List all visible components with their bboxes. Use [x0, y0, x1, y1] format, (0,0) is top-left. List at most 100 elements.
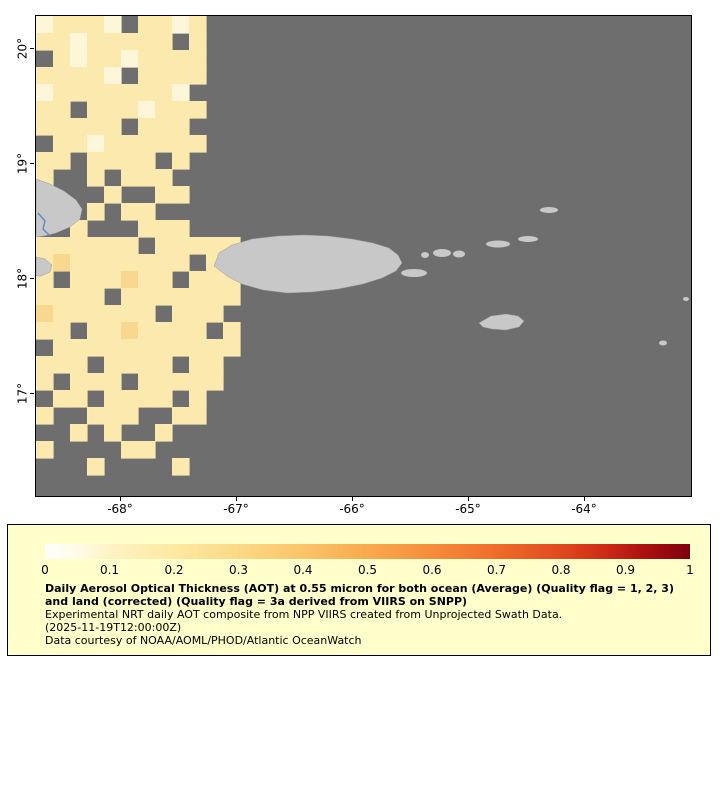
aot-data-cell — [121, 135, 139, 153]
colorbar-gradient — [45, 544, 690, 559]
aot-data-cell — [155, 84, 173, 102]
colorbar-tick-label: 0 — [41, 563, 49, 577]
aot-data-cell — [155, 390, 173, 408]
aot-data-cell — [172, 118, 190, 136]
aot-data-cell — [87, 118, 105, 136]
aot-data-cell — [53, 101, 71, 119]
aot-data-cell — [70, 424, 88, 442]
aot-data-cell — [206, 288, 224, 306]
island-speck-southeast — [659, 340, 667, 346]
aot-data-cell — [138, 203, 156, 221]
aot-data-cell — [87, 67, 105, 85]
aot-data-cell — [138, 271, 156, 289]
aot-data-cell — [155, 135, 173, 153]
aot-data-cell — [138, 152, 156, 170]
aot-data-cell — [206, 305, 224, 323]
aot-data-cell — [121, 203, 139, 221]
aot-data-cell — [138, 118, 156, 136]
aot-data-cell — [189, 322, 207, 340]
aot-data-cell — [121, 288, 139, 306]
aot-data-cell — [155, 16, 173, 34]
aot-data-cell — [36, 67, 54, 85]
aot-data-cell — [70, 271, 88, 289]
aot-data-cell — [206, 271, 224, 289]
aot-data-cell — [121, 390, 139, 408]
aot-data-cell — [121, 169, 139, 187]
colorbar-tick-label: 0.1 — [99, 563, 120, 577]
aot-data-cell — [121, 101, 139, 119]
aot-data-cell — [172, 186, 190, 204]
aot-data-cell — [138, 135, 156, 153]
aot-data-cell — [53, 16, 71, 34]
aot-data-cell — [104, 33, 122, 51]
lon-tick-mark — [236, 497, 237, 501]
aot-data-cell — [87, 373, 105, 391]
lat-tick-label: 20° — [15, 37, 30, 60]
aot-data-cell — [172, 84, 190, 102]
lon-tick-mark — [584, 497, 585, 501]
aot-data-cell — [53, 322, 71, 340]
aot-data-cell — [104, 67, 122, 85]
lon-tick-label: -68° — [107, 502, 133, 516]
aot-data-cell — [36, 118, 54, 136]
aot-data-cell — [36, 322, 54, 340]
aot-data-cell — [70, 220, 88, 238]
aot-data-cell — [53, 305, 71, 323]
aot-data-cell — [104, 101, 122, 119]
aot-data-cell — [121, 50, 139, 68]
colorbar-tick-label: 0.9 — [615, 563, 636, 577]
aot-data-cell — [70, 33, 88, 51]
aot-data-cell — [172, 135, 190, 153]
aot-data-cell — [155, 220, 173, 238]
aot-data-cell — [87, 50, 105, 68]
colorbar-tick-label: 0.8 — [551, 563, 571, 577]
aot-data-cell — [70, 254, 88, 272]
aot-data-cell — [121, 407, 139, 425]
aot-data-cell — [121, 356, 139, 374]
aot-data-cell — [87, 203, 105, 221]
aot-data-cell — [138, 288, 156, 306]
aot-data-cell — [172, 101, 190, 119]
aot-data-cell — [53, 237, 71, 255]
island-tortola — [486, 240, 510, 248]
aot-data-cell — [138, 322, 156, 340]
aot-data-cell — [189, 339, 207, 357]
aot-data-cell — [53, 254, 71, 272]
aot-data-cell — [70, 305, 88, 323]
aot-map — [35, 15, 692, 497]
lon-tick-mark — [120, 497, 121, 501]
lon-tick-label: -67° — [223, 502, 249, 516]
aot-data-cell — [138, 356, 156, 374]
aot-data-cell — [104, 50, 122, 68]
aot-data-cell — [53, 84, 71, 102]
aot-data-cell — [121, 339, 139, 357]
aot-data-cell — [223, 339, 241, 357]
aot-data-cell — [155, 186, 173, 204]
island-st-croix — [478, 313, 525, 331]
aot-data-cell — [70, 84, 88, 102]
island-st-john — [453, 250, 465, 258]
aot-data-cell — [104, 305, 122, 323]
aot-data-cell — [36, 84, 54, 102]
aot-data-cell — [172, 237, 190, 255]
aot-data-cell — [36, 237, 54, 255]
island-puerto-rico — [213, 234, 403, 294]
aot-data-cell — [138, 67, 156, 85]
colorbar-tick-labels: 0 0.1 0.2 0.3 0.4 0.5 0.6 0.7 0.8 0.9 1 — [41, 563, 694, 577]
aot-data-cell — [87, 339, 105, 357]
aot-data-cell — [155, 169, 173, 187]
aot-data-cell — [121, 254, 139, 272]
aot-data-cell — [53, 33, 71, 51]
aot-data-cell — [121, 305, 139, 323]
aot-data-cell — [70, 16, 88, 34]
aot-data-cell — [189, 237, 207, 255]
map-canvas — [36, 16, 691, 496]
aot-data-cell — [104, 16, 122, 34]
aot-data-cell — [155, 271, 173, 289]
legend-credit: Data courtesy of NOAA/AOML/PHOD/Atlantic… — [45, 633, 362, 647]
aot-data-cell — [172, 339, 190, 357]
legend-text-block: Daily Aerosol Optical Thickness (AOT) at… — [45, 582, 695, 648]
aot-data-cell — [70, 67, 88, 85]
aot-data-cell — [104, 186, 122, 204]
aot-data-cell — [121, 84, 139, 102]
